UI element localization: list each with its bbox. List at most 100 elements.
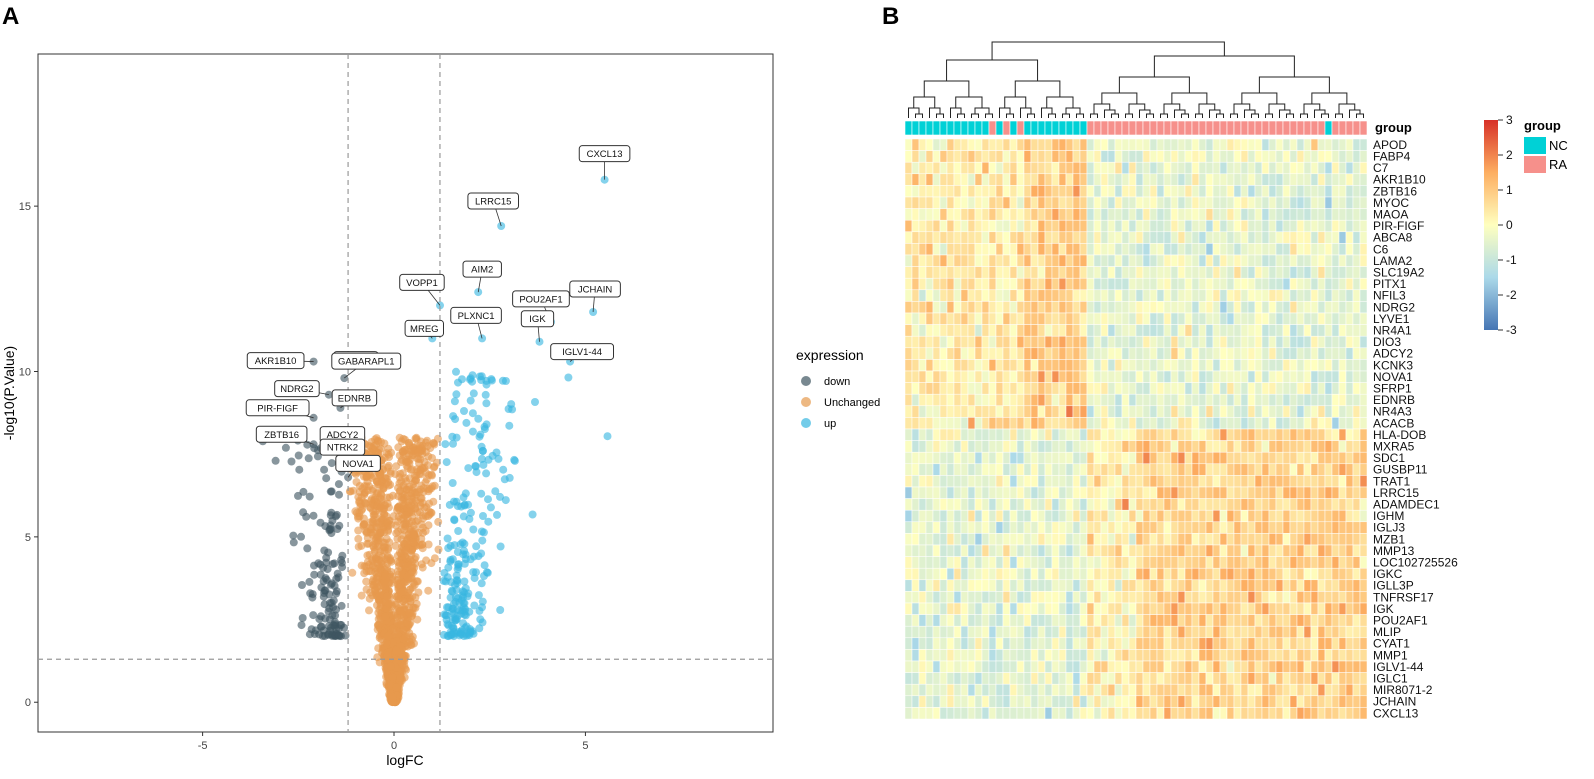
- heatmap-cell: [1163, 138, 1172, 151]
- heatmap-cell: [1289, 150, 1298, 163]
- heatmap-cell: [1268, 440, 1277, 453]
- heatmap-cell: [974, 614, 983, 627]
- heatmap-cell: [1030, 161, 1039, 175]
- dendrogram-branch: [1230, 113, 1238, 118]
- annotation-cell-ra: [1282, 120, 1291, 136]
- heatmap-cell: [1121, 521, 1130, 534]
- heatmap-cell: [932, 173, 941, 186]
- heatmap-cell: [904, 138, 913, 151]
- heatmap-cell: [1254, 579, 1263, 592]
- heatmap-cell: [918, 625, 927, 639]
- heatmap-cell: [1065, 405, 1074, 418]
- heatmap-cell: [1359, 185, 1368, 198]
- heatmap-cell: [939, 312, 948, 325]
- heatmap-cell: [1296, 451, 1305, 465]
- heatmap-cell: [1142, 150, 1151, 163]
- heatmap-cell: [1338, 428, 1347, 441]
- heatmap-cell: [967, 567, 976, 581]
- heatmap-cell: [1128, 150, 1137, 163]
- dendrogram-branch: [913, 96, 936, 108]
- heatmap-cell: [1254, 417, 1263, 430]
- heatmap-cell: [981, 509, 990, 523]
- heatmap-cell: [1303, 301, 1312, 314]
- heatmap-cell: [1023, 370, 1032, 383]
- heatmap-cell: [1282, 486, 1291, 499]
- heatmap-cell: [1086, 475, 1095, 488]
- heatmap-cell: [1359, 556, 1368, 569]
- heatmap-cell: [1254, 161, 1263, 175]
- heatmap-cell: [1296, 393, 1305, 407]
- heatmap-cell: [1359, 138, 1368, 151]
- heatmap-cell: [1023, 382, 1032, 395]
- heatmap-cell: [1037, 556, 1046, 569]
- heatmap-cell: [1142, 579, 1151, 592]
- heatmap-cell: [1233, 382, 1242, 395]
- heatmap-cell: [1184, 451, 1193, 465]
- heatmap-cell: [1149, 231, 1158, 244]
- point-up: [469, 525, 478, 534]
- annotation-cell-nc: [946, 120, 955, 136]
- heatmap-cell: [981, 324, 990, 337]
- heatmap-cell: [1163, 150, 1172, 163]
- heatmap-cell: [953, 440, 962, 453]
- heatmap-cell: [1086, 637, 1095, 650]
- heatmap-cell: [1275, 359, 1284, 372]
- heatmap-cell: [981, 185, 990, 198]
- heatmap-cell: [1205, 486, 1214, 499]
- point-unchanged: [388, 672, 397, 681]
- heatmap-cell: [1275, 196, 1284, 209]
- heatmap-cell: [1128, 243, 1137, 256]
- heatmap-cell: [1254, 370, 1263, 383]
- heatmap-cell: [1261, 173, 1270, 186]
- heatmap-cell: [1135, 289, 1144, 302]
- heatmap-cell: [1317, 277, 1326, 291]
- heatmap-cell: [1198, 509, 1207, 523]
- heatmap-cell: [1016, 533, 1025, 546]
- heatmap-cell: [1191, 335, 1200, 349]
- heatmap-cell: [1170, 324, 1179, 337]
- heatmap-cell: [1310, 451, 1319, 465]
- heatmap-cell: [911, 301, 920, 314]
- heatmap-cell: [1254, 556, 1263, 569]
- dendrogram-branch: [1020, 107, 1032, 118]
- heatmap-cell: [1254, 463, 1263, 476]
- dendrogram-branch: [1128, 103, 1146, 114]
- heatmap-cell: [1275, 254, 1284, 267]
- point-down: [327, 459, 336, 468]
- heatmap-cell: [1240, 451, 1249, 465]
- point-unchanged: [369, 472, 378, 481]
- heatmap-cell: [1114, 591, 1123, 604]
- heatmap-cell: [1212, 335, 1221, 349]
- annotation-cell-ra: [1177, 120, 1186, 136]
- heatmap-cell: [1135, 533, 1144, 546]
- heatmap-cell: [1268, 463, 1277, 476]
- heatmap-cell: [1051, 335, 1060, 349]
- heatmap-cell: [1009, 243, 1018, 256]
- heatmap-cell: [1247, 451, 1256, 465]
- heatmap-cell: [1205, 509, 1214, 523]
- heatmap-cell: [1198, 521, 1207, 534]
- heatmap-cell: [1009, 509, 1018, 523]
- heatmap-cell: [974, 521, 983, 534]
- heatmap-cell: [1051, 440, 1060, 453]
- heatmap-cell: [1142, 602, 1151, 615]
- heatmap-cell: [1037, 579, 1046, 592]
- heatmap-cell: [1338, 533, 1347, 546]
- heatmap-cell: [1072, 382, 1081, 395]
- heatmap-cell: [1296, 301, 1305, 314]
- heatmap-cell: [1359, 440, 1368, 453]
- heatmap-cell: [911, 196, 920, 209]
- heatmap-cell: [1191, 185, 1200, 198]
- panel-label-a: A: [2, 3, 19, 30]
- heatmap-cell: [988, 324, 997, 337]
- heatmap-cell: [1016, 591, 1025, 604]
- heatmap-cell: [1205, 625, 1214, 639]
- heatmap-cell: [1282, 347, 1291, 360]
- point-up: [491, 487, 500, 496]
- heatmap-cell: [988, 556, 997, 569]
- heatmap-cell: [1100, 335, 1109, 349]
- heatmap-cell: [1261, 544, 1270, 557]
- heatmap-cell: [1275, 591, 1284, 604]
- heatmap-cell: [960, 243, 969, 256]
- heatmap-cell: [1226, 231, 1235, 244]
